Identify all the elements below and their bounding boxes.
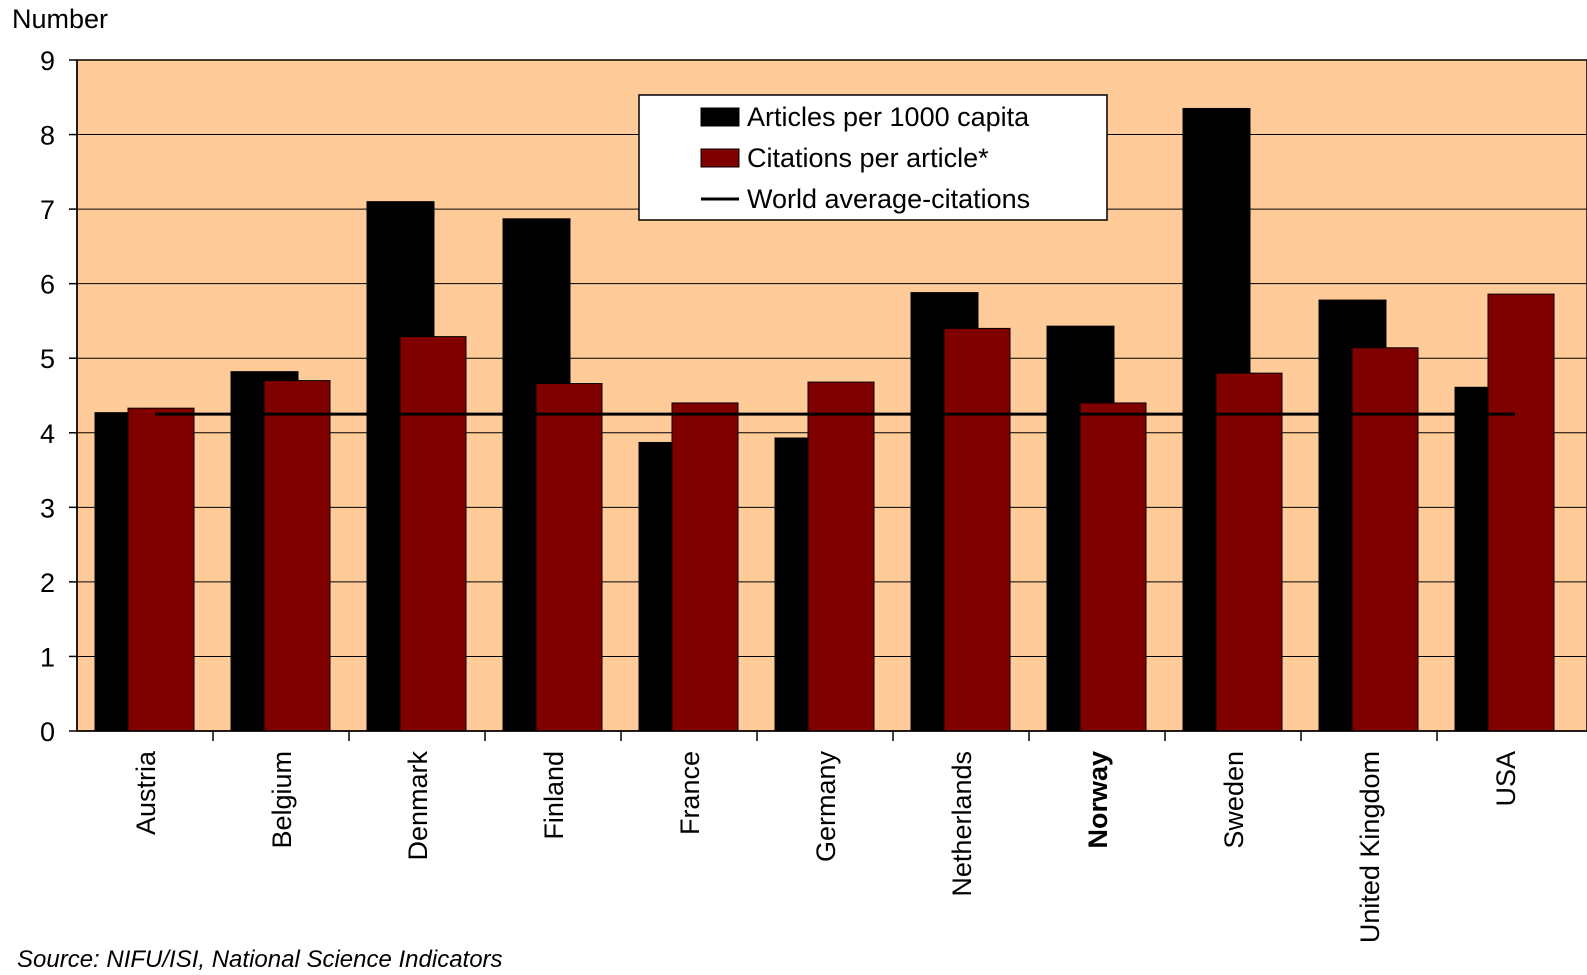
bar-citations	[535, 383, 603, 732]
y-tick-label: 9	[40, 46, 55, 76]
bar-citations	[127, 407, 195, 732]
legend-entry-world-average: World average-citations	[747, 184, 1030, 214]
source-note: Source: NIFU/ISI, National Science Indic…	[17, 946, 503, 973]
x-category-label: Belgium	[267, 751, 297, 849]
bar-citations	[1351, 347, 1419, 732]
y-tick-label: 2	[40, 568, 55, 598]
legend-entry-articles: Articles per 1000 capita	[747, 102, 1030, 132]
bar-citations	[1079, 402, 1147, 732]
bars	[94, 107, 1555, 732]
y-axis-label: Number	[12, 4, 108, 34]
y-tick-label: 7	[40, 195, 55, 225]
legend-swatch	[700, 107, 740, 127]
legend-entry-citations: Citations per article*	[747, 143, 989, 173]
x-category-label: Austria	[131, 750, 161, 835]
x-category-label: France	[675, 751, 705, 835]
x-category-label: Denmark	[403, 751, 433, 861]
axes: 0 1 2 3 4 5 6 7 8 9 Austria Belgium Denmark Finland Fr…	[40, 46, 1587, 943]
y-tick-label: 3	[40, 493, 55, 523]
legend: Articles per 1000 capita Citations per ar…	[638, 94, 1108, 221]
x-category-label: Finland	[539, 751, 569, 840]
x-category-label: Netherlands	[947, 751, 977, 897]
bar-citations	[807, 381, 875, 732]
bar-citations	[263, 380, 331, 732]
y-tick-label: 1	[40, 642, 55, 672]
y-tick-label: 4	[40, 419, 55, 449]
bar-citations	[943, 327, 1011, 732]
y-tick-label: 0	[40, 717, 55, 747]
x-category-label: United Kingdom	[1355, 751, 1385, 943]
x-category-label: USA	[1491, 751, 1521, 807]
x-category-label: Germany	[811, 751, 841, 863]
y-tick-label: 5	[40, 344, 55, 374]
bar-citations	[1215, 372, 1283, 732]
legend-swatch	[700, 148, 740, 168]
bar-citations	[399, 336, 467, 732]
y-tick-label: 6	[40, 270, 55, 300]
x-category-label: Sweden	[1219, 751, 1249, 849]
y-tick-label: 8	[40, 121, 55, 151]
bar-citations	[1487, 293, 1555, 732]
x-category-label: Norway	[1083, 751, 1113, 849]
bar-citations	[671, 402, 739, 732]
